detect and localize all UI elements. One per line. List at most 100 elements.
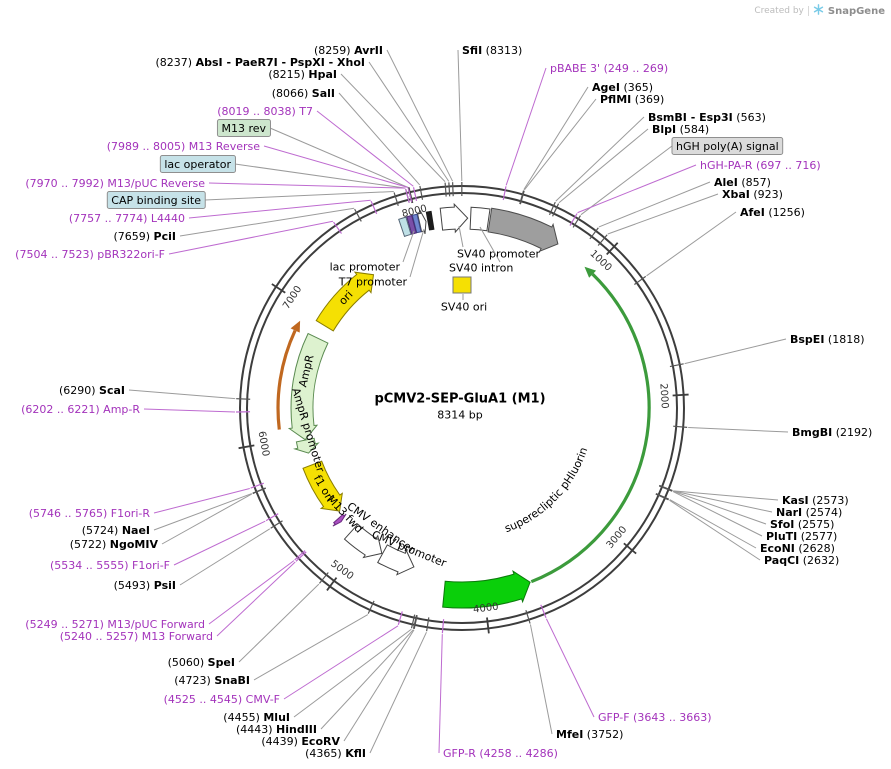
sep-label-arc[interactable]: superecliptic pHluorin bbox=[503, 446, 591, 536]
cut-site-tick bbox=[572, 215, 581, 228]
primer-label[interactable]: (7989 .. 8005) M13 Reverse bbox=[107, 140, 260, 153]
primer-label[interactable]: GFP-R (4258 .. 4286) bbox=[443, 747, 558, 760]
restriction-site-label[interactable]: (4443) HindIII bbox=[236, 723, 317, 736]
primer-label[interactable]: (5746 .. 5765) F1ori-R bbox=[29, 507, 151, 520]
position-tick-label: 6000 bbox=[256, 430, 271, 457]
restriction-site-label[interactable]: NarI (2574) bbox=[776, 506, 842, 519]
cut-site-tick bbox=[441, 619, 445, 634]
leader-line bbox=[673, 490, 767, 525]
primer-label[interactable]: pBABE 3' (249 .. 269) bbox=[550, 62, 668, 75]
feature-callout-label[interactable]: CAP binding site bbox=[111, 194, 201, 207]
restriction-site-label[interactable]: PluTI (2577) bbox=[766, 530, 837, 543]
primer-label[interactable]: (7970 .. 7992) M13/pUC Reverse bbox=[25, 177, 205, 190]
cut-site-tick bbox=[502, 186, 507, 201]
leader-line bbox=[386, 49, 454, 182]
restriction-site-label[interactable]: AgeI (365) bbox=[592, 81, 653, 94]
f1-ori-arrow[interactable] bbox=[302, 460, 343, 512]
primer-label[interactable]: (7757 .. 7774) L4440 bbox=[69, 212, 185, 225]
feature-name-label[interactable]: T7 promoter bbox=[338, 276, 408, 289]
cut-site-tick bbox=[412, 187, 418, 202]
feature-name-label[interactable]: SV40 promoter bbox=[457, 248, 541, 261]
restriction-site-label[interactable]: (8237) AbsI - PaeR7I - PspXI - XhoI bbox=[156, 56, 365, 69]
restriction-site-label[interactable]: EcoNI (2628) bbox=[760, 542, 835, 555]
restriction-site-label[interactable]: (5722) NgoMIV bbox=[70, 538, 159, 551]
feature-name-label[interactable]: lac promoter bbox=[330, 261, 401, 274]
leader-line bbox=[524, 98, 597, 191]
feature-name-label[interactable]: SV40 ori bbox=[441, 301, 487, 314]
feature-callout-label[interactable]: lac operator bbox=[164, 158, 231, 171]
restriction-site-label[interactable]: (7659) PciI bbox=[113, 230, 176, 243]
primer-label[interactable]: GFP-F (3643 .. 3663) bbox=[598, 711, 712, 724]
glua1-arc[interactable] bbox=[530, 272, 651, 584]
restriction-site-label[interactable]: (8066) SalI bbox=[272, 87, 335, 100]
cut-site-tick bbox=[412, 614, 418, 629]
restriction-site-label[interactable]: (5493) PsiI bbox=[114, 579, 176, 592]
sv40-promoter-arrow[interactable] bbox=[439, 202, 469, 234]
feature-label-box bbox=[671, 137, 784, 155]
restriction-site-label[interactable]: BsmBI - Esp3I (563) bbox=[648, 111, 766, 124]
restriction-site-label[interactable]: (5724) NaeI bbox=[82, 524, 150, 537]
feature-label-box bbox=[159, 155, 236, 173]
cut-site-tick bbox=[419, 185, 424, 200]
ori-arrow[interactable] bbox=[315, 271, 375, 332]
restriction-site-label[interactable]: (4365) KflI bbox=[305, 747, 366, 760]
gfp-arrow[interactable] bbox=[442, 570, 531, 609]
cut-site-tick bbox=[295, 551, 307, 562]
restriction-site-label[interactable]: PaqCI (2632) bbox=[764, 554, 839, 567]
hgh-polya-signal-arrow[interactable] bbox=[487, 207, 559, 253]
restriction-site-label[interactable]: MfeI (3752) bbox=[556, 728, 623, 741]
primer-label[interactable]: (7504 .. 7523) pBR322ori-F bbox=[15, 248, 165, 261]
m13-fwd-arrow[interactable] bbox=[332, 513, 347, 527]
cut-site-tick bbox=[407, 188, 413, 203]
sv40-ori-box[interactable] bbox=[452, 276, 472, 294]
restriction-site-label[interactable]: (4439) EcoRV bbox=[261, 735, 340, 748]
t7-promoter-mark[interactable] bbox=[416, 210, 427, 235]
primer-label[interactable]: (8019 .. 8038) T7 bbox=[217, 105, 313, 118]
rop-arc[interactable] bbox=[276, 329, 297, 430]
restriction-site-label[interactable]: SfoI (2575) bbox=[770, 518, 834, 531]
restriction-site-label[interactable]: (4723) SnaBI bbox=[174, 674, 250, 687]
restriction-site-label[interactable]: (8215) HpaI bbox=[268, 68, 337, 81]
leader-line bbox=[669, 499, 757, 549]
primer-label[interactable]: (5249 .. 5271) M13/pUC Forward bbox=[25, 618, 205, 631]
feature-callout-label[interactable]: M13 rev bbox=[221, 122, 266, 135]
restriction-site-label[interactable]: BmgBI (2192) bbox=[792, 426, 872, 439]
feature-name-label[interactable]: SV40 intron bbox=[449, 262, 513, 275]
primer-label[interactable]: (6202 .. 6221) Amp-R bbox=[21, 403, 140, 416]
lac-operator-mark[interactable] bbox=[411, 213, 422, 234]
restriction-site-label[interactable]: BlpI (584) bbox=[652, 123, 709, 136]
primer-label[interactable]: (4525 .. 4545) CMV-F bbox=[164, 693, 280, 706]
m13-rev-mark[interactable] bbox=[406, 214, 417, 235]
ampr-promoter-arrow[interactable] bbox=[293, 437, 320, 454]
primer-label[interactable]: (5240 .. 5257) M13 Forward bbox=[60, 630, 213, 643]
restriction-site-label[interactable]: XbaI (923) bbox=[722, 188, 783, 201]
leader-line bbox=[684, 338, 787, 365]
restriction-site-label[interactable]: SfiI (8313) bbox=[462, 44, 522, 57]
cut-site-tick bbox=[265, 513, 279, 522]
restriction-site-label[interactable]: (4455) MluI bbox=[223, 711, 290, 724]
cmv-enhancer-arrow[interactable] bbox=[343, 523, 383, 559]
leader-line bbox=[523, 86, 589, 190]
restriction-site-label[interactable]: (8259) AvrII bbox=[314, 44, 383, 57]
restriction-site-label[interactable]: PflMI (369) bbox=[600, 93, 664, 106]
leader-line bbox=[161, 493, 253, 545]
restriction-site-label[interactable]: (5060) SpeI bbox=[168, 656, 235, 669]
sv40-intron-box[interactable] bbox=[469, 206, 491, 232]
leader-line bbox=[316, 110, 414, 187]
leader-line bbox=[558, 128, 649, 204]
restriction-site-label[interactable]: BspEI (1818) bbox=[790, 333, 865, 346]
position-tick bbox=[326, 577, 338, 592]
leader-line bbox=[369, 631, 427, 754]
restriction-site-label[interactable]: KasI (2573) bbox=[782, 494, 849, 507]
mcs-black-marker[interactable] bbox=[425, 210, 435, 231]
primer-label[interactable]: (5534 .. 5555) F1ori-F bbox=[50, 559, 170, 572]
cmv-promoter-arrow[interactable] bbox=[377, 544, 415, 576]
restriction-site-label[interactable]: (6290) ScaI bbox=[59, 384, 125, 397]
restriction-site-label[interactable]: AleI (857) bbox=[714, 176, 771, 189]
feature-callout-label[interactable]: hGH poly(A) signal bbox=[676, 140, 779, 153]
leader-line bbox=[338, 92, 421, 186]
primer-label[interactable]: hGH-PA-R (697 .. 716) bbox=[700, 159, 821, 172]
ampr-arrow[interactable] bbox=[287, 332, 329, 441]
restriction-site-label[interactable]: AfeI (1256) bbox=[740, 206, 805, 219]
cap-binding-site-mark[interactable] bbox=[398, 216, 412, 238]
